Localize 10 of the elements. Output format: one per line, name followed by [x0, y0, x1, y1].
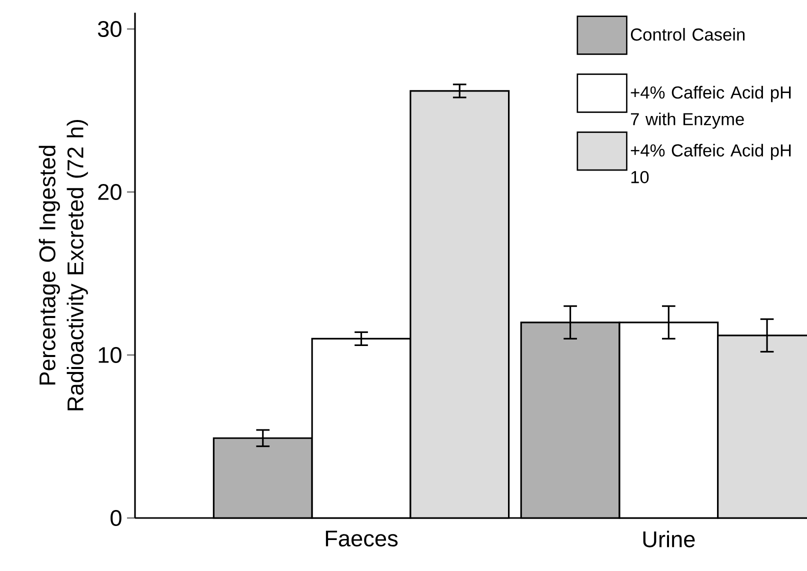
- x-tick-label: Faeces: [326, 530, 398, 547]
- y-axis-title: Percentage Of Ingested Radioactivity Excreted (72 h): [38, 120, 88, 410]
- y-tick-label: 10: [98, 346, 122, 364]
- y-tick-label: 30: [98, 20, 122, 38]
- legend-label: Control Casein: [630, 28, 745, 41]
- x-tick-label: Urine: [643, 530, 695, 548]
- y-tick-label: 20: [98, 184, 122, 200]
- legend-label: +4% Caffeic Acid pH 10: [630, 144, 791, 184]
- y-tick-label: 0: [110, 510, 122, 526]
- legend-label: +4% Caffeic Acid pH 7 with Enzyme: [630, 86, 791, 129]
